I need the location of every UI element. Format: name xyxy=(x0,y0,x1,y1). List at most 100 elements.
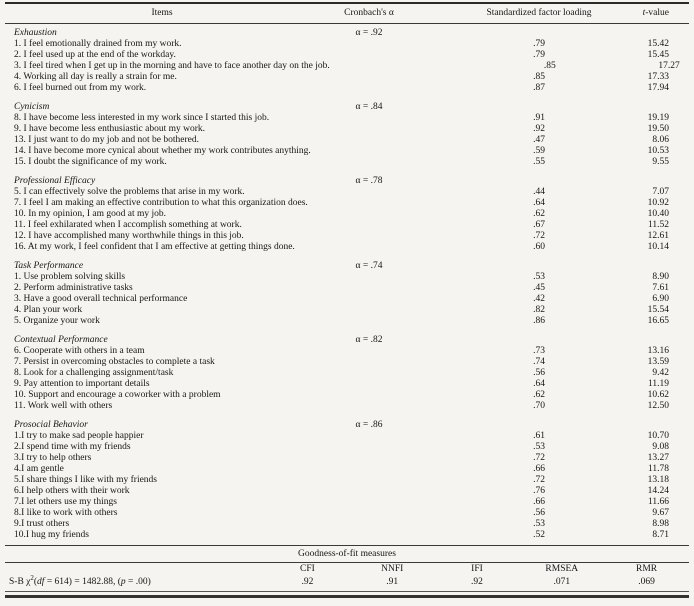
table-row: 5. Organize your work .86 16.65 xyxy=(5,316,689,327)
factor-loading-value: .72 xyxy=(533,475,545,485)
t-value: 7.07 xyxy=(652,187,669,197)
table-row: 6. I feel burned out from my work. .87 17.… xyxy=(5,83,689,94)
item-text: 2.I spend time with my friends xyxy=(14,442,131,452)
fit-header-cells: CFI NNFI IFI RMSEA RMR xyxy=(265,563,689,576)
item-text: 6.I help others with their work xyxy=(14,486,130,496)
chi-squared-superscript: 2 xyxy=(30,573,34,582)
item-text: 4.I am gentle xyxy=(14,464,64,474)
fit-value: .91 xyxy=(386,577,399,587)
t-value: 19.19 xyxy=(647,113,669,123)
t-value: 15.54 xyxy=(647,305,669,315)
t-value: 9.42 xyxy=(652,368,669,378)
section-cronbach-alpha: α = .92 xyxy=(355,28,383,38)
item-text: 4. Working all day is really a strain fo… xyxy=(14,72,177,82)
items-column-header: Items xyxy=(151,8,173,18)
table-header-row: Items Cronbach's α Standardized factor l… xyxy=(5,4,689,23)
table-row: 14. I have become more cynical about whe… xyxy=(5,146,689,157)
factor-loading-value: .85 xyxy=(533,72,545,82)
item-text: 2. Perform administrative tasks xyxy=(14,283,133,293)
item-text: 5. Organize your work xyxy=(14,316,100,326)
table-row: 13. I just want to do my job and not be … xyxy=(5,135,689,146)
table-row: 1. Use problem solving skills .53 8.90 xyxy=(5,272,689,283)
factor-loading-value: .73 xyxy=(533,346,545,356)
t-value: 14.24 xyxy=(647,486,669,496)
t-value: 9.55 xyxy=(652,157,669,167)
table-row: 6. Cooperate with others in a team .73 13.… xyxy=(5,346,689,357)
tvalue-suffix: -value xyxy=(645,8,669,18)
bottom-rule-thick xyxy=(5,595,689,598)
section-header-row: Prosocial Behavior α = .86 xyxy=(5,420,689,431)
fit-value-row: S-B χ2(df = 614) = 1482.88, (p = .00) .9… xyxy=(5,573,689,589)
section-cronbach-alpha: α = .82 xyxy=(355,335,383,345)
item-text: 6. Cooperate with others in a team xyxy=(14,346,145,356)
item-text: 1.I try to make sad people happier xyxy=(14,431,144,441)
factor-loading-value: .91 xyxy=(533,113,545,123)
factor-loading-value: .64 xyxy=(533,198,545,208)
fit-label-spacer xyxy=(5,563,265,576)
fit-column-header: CFI xyxy=(300,564,315,574)
item-text: 11. Work well with others xyxy=(14,401,113,411)
factor-loading-value: .56 xyxy=(533,368,545,378)
item-text: 16. At my work, I feel confident that I … xyxy=(14,242,295,252)
section-header-row: Professional Efficacy α = .78 xyxy=(5,176,689,187)
fit-label-end: = .00) xyxy=(125,577,151,587)
t-value: 11.19 xyxy=(647,379,669,389)
table-body: Exhaustion α = .92 1. I feel emotionally d… xyxy=(5,28,689,541)
section-title: Professional Efficacy xyxy=(14,176,96,186)
table-row: 6.I help others with their work .76 14.24 xyxy=(5,486,689,497)
section-title: Contextual Performance xyxy=(14,335,108,345)
item-text: 1. I feel emotionally drained from my wo… xyxy=(14,39,182,49)
bottom-rule xyxy=(5,591,689,592)
item-text: 5. I can effectively solve the problems … xyxy=(14,187,245,197)
item-text: 3. I feel tired when I get up in the mor… xyxy=(14,61,330,71)
table-row: 12. I have accomplished many worthwhile … xyxy=(5,231,689,242)
item-text: 10. Support and encourage a coworker wit… xyxy=(14,390,221,400)
factor-loading-value: .66 xyxy=(533,497,545,507)
item-text: 3. Have a good overall technical perform… xyxy=(14,294,188,304)
t-value: 11.66 xyxy=(647,497,669,507)
fit-column-header: NNFI xyxy=(381,564,404,574)
table-row: 3. Have a good overall technical perform… xyxy=(5,294,689,305)
item-text: 6. I feel burned out from my work. xyxy=(14,83,147,93)
table-row: 9.I trust others .53 8.98 xyxy=(5,519,689,530)
item-text: 15. I doubt the significance of my work. xyxy=(14,157,167,167)
table-row: 11. I feel exhilarated when I accomplish… xyxy=(5,220,689,231)
section-cronbach-alpha: α = .84 xyxy=(355,102,383,112)
item-text: 2. I feel used up at the end of the work… xyxy=(14,50,176,60)
table-row: 15. I doubt the significance of my work.… xyxy=(5,157,689,168)
factor-loading-value: .42 xyxy=(533,294,545,304)
factor-loading-value: .47 xyxy=(533,135,545,145)
factor-loading-value: .70 xyxy=(533,401,545,411)
t-value: 10.40 xyxy=(647,209,669,219)
fit-column-header: RMR xyxy=(636,564,658,574)
t-value: 8.71 xyxy=(652,530,669,540)
t-value: 13.16 xyxy=(647,346,669,356)
table-row: 4. Plan your work .82 15.54 xyxy=(5,305,689,316)
t-value: 7.61 xyxy=(652,283,669,293)
item-text: 13. I just want to do my job and not be … xyxy=(14,135,199,145)
factor-loading-value: .79 xyxy=(533,39,545,49)
factor-loading-value: .72 xyxy=(533,453,545,463)
fit-label-paren: ( xyxy=(33,577,38,587)
section-title: Prosocial Behavior xyxy=(14,420,88,430)
cronbach-column-header: Cronbach's α xyxy=(344,8,394,18)
factor-loading-value: .82 xyxy=(533,305,545,315)
t-value: 10.53 xyxy=(647,146,669,156)
item-text: 8.I like to work with others xyxy=(14,508,118,518)
table-row: 1. I feel emotionally drained from my wo… xyxy=(5,39,689,50)
factor-loading-value: .52 xyxy=(533,530,545,540)
table-row: 10. Support and encourage a coworker wit… xyxy=(5,390,689,401)
t-value: 13.59 xyxy=(647,357,669,367)
fit-label-mid: = 614) = 1482.88, ( xyxy=(44,577,121,587)
factor-loading-value: .62 xyxy=(533,390,545,400)
item-text: 8. I have become less interested in my w… xyxy=(14,113,270,123)
fit-value: .92 xyxy=(301,577,314,587)
item-text: 10. In my opinion, I am good at my job. xyxy=(14,209,166,219)
factor-loading-value: .56 xyxy=(533,508,545,518)
factor-loading-value: .62 xyxy=(533,209,545,219)
fit-column-header: RMSEA xyxy=(545,564,579,574)
fit-value: .92 xyxy=(471,577,483,587)
table-row: 5.I share things I like with my friends.… xyxy=(5,475,689,486)
factor-loading-value: .61 xyxy=(533,431,545,441)
